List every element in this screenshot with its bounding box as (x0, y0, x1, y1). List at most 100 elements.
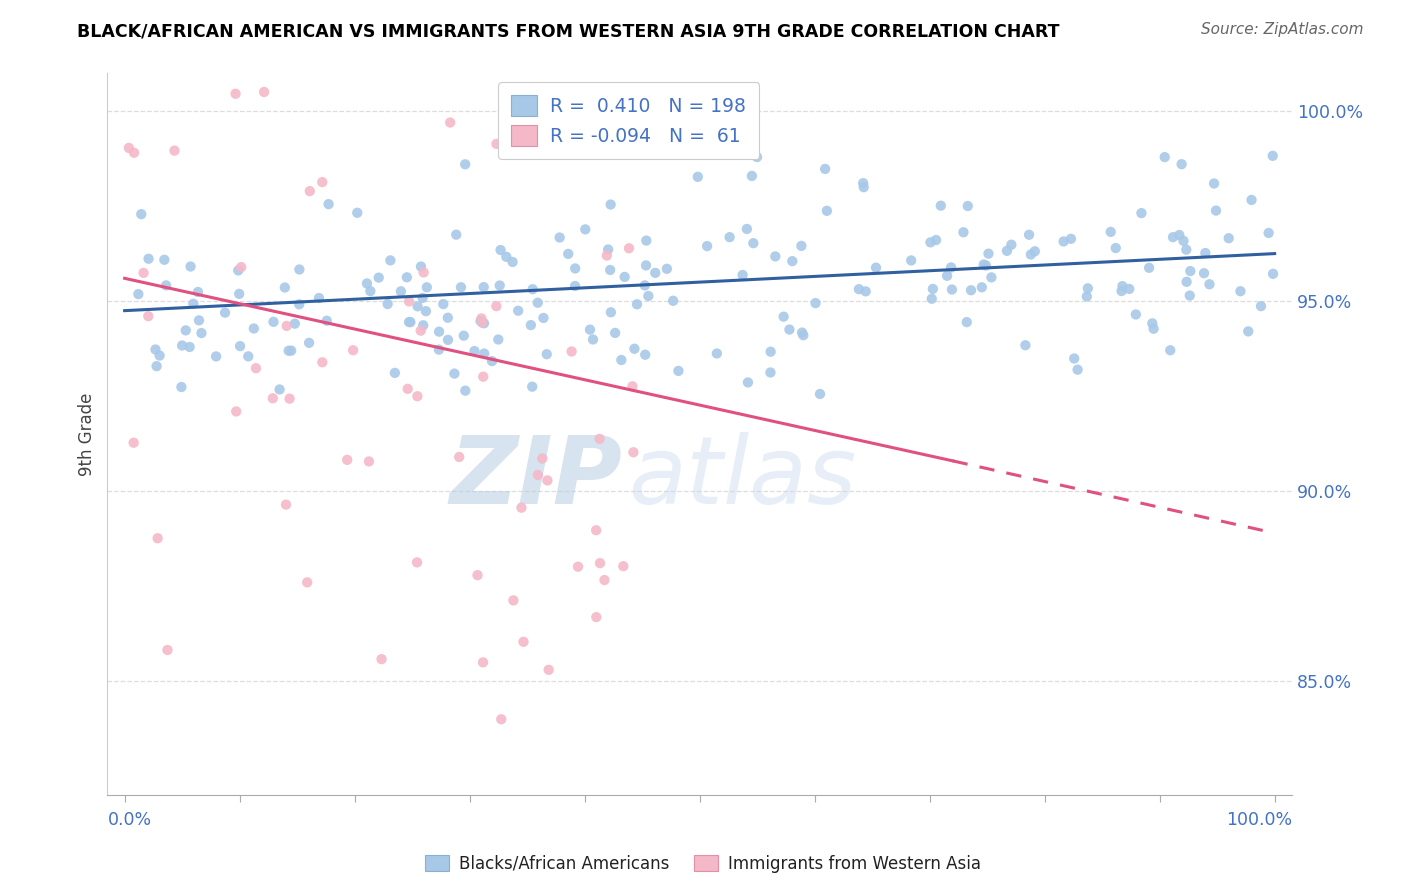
Point (472, 316, 495, 330)
Point (398, 294, 420, 309)
Point (742, 236, 765, 251)
Legend: R =  0.410   N = 198, R = -0.094   N =  61: R = 0.410 N = 198, R = -0.094 N = 61 (498, 82, 759, 159)
Point (225, 87, 247, 101)
Point (925, 233, 948, 247)
Point (610, 353, 633, 368)
Point (599, 263, 621, 277)
Point (1175, 275, 1198, 289)
Point (735, 222, 758, 236)
Point (623, 445, 645, 459)
Point (1153, 150, 1175, 164)
Point (129, 207, 152, 221)
Point (284, 317, 307, 331)
Point (205, 350, 228, 364)
Point (956, 315, 979, 329)
Point (900, 253, 922, 268)
Point (155, 278, 177, 293)
Point (636, 234, 658, 248)
Point (280, 343, 302, 358)
Point (1168, 227, 1191, 242)
Point (398, 315, 420, 329)
Point (415, 304, 437, 318)
Point (623, 342, 645, 356)
Point (336, 453, 359, 467)
Point (1019, 247, 1042, 261)
Point (634, 278, 657, 293)
Point (146, 531, 169, 545)
Point (399, 315, 422, 329)
Point (122, 145, 145, 160)
Point (536, 347, 558, 361)
Point (214, 305, 236, 319)
Point (308, 291, 330, 305)
Point (778, 322, 800, 336)
Point (179, 340, 201, 354)
Point (564, 279, 586, 293)
Point (952, 225, 974, 239)
Point (295, 575, 318, 590)
Point (1229, 284, 1251, 298)
Point (276, 318, 298, 333)
Point (533, 310, 555, 325)
Point (599, 305, 621, 319)
Point (243, 321, 266, 335)
Point (644, 266, 666, 280)
Point (974, 259, 997, 273)
Point (342, 343, 364, 358)
Point (852, 176, 875, 190)
Point (596, 249, 619, 263)
Point (278, 392, 301, 406)
Point (599, 197, 621, 211)
Point (920, 235, 942, 250)
Point (995, 244, 1018, 258)
Point (759, 366, 782, 380)
Point (508, 303, 530, 318)
Point (1178, 288, 1201, 302)
Point (346, 206, 368, 220)
Point (489, 243, 512, 257)
Point (520, 318, 543, 332)
Point (395, 270, 418, 285)
Point (409, 324, 432, 338)
Point (439, 115, 461, 129)
Point (432, 297, 454, 311)
Point (1202, 177, 1225, 191)
Point (1014, 338, 1036, 352)
Point (598, 243, 620, 257)
Point (409, 260, 432, 274)
Point (180, 260, 202, 274)
Point (454, 157, 477, 171)
Point (359, 284, 381, 298)
Point (668, 364, 690, 378)
Point (977, 246, 1000, 260)
Point (1142, 322, 1164, 336)
Point (370, 652, 392, 666)
Point (593, 573, 616, 587)
Point (298, 184, 321, 198)
Point (1170, 157, 1192, 171)
Point (450, 280, 472, 294)
Point (585, 610, 607, 624)
Point (634, 348, 657, 362)
Point (696, 239, 718, 253)
Text: 0.0%: 0.0% (107, 811, 152, 829)
Point (1198, 277, 1220, 292)
Point (315, 314, 337, 328)
Point (181, 297, 204, 311)
Point (621, 379, 644, 393)
Point (973, 258, 995, 272)
Point (1111, 284, 1133, 298)
Point (367, 270, 389, 285)
Point (960, 283, 983, 297)
Point (427, 325, 450, 339)
Point (384, 366, 406, 380)
Point (941, 283, 963, 297)
Point (848, 282, 870, 296)
Point (170, 380, 193, 394)
Point (1261, 267, 1284, 281)
Point (510, 500, 533, 515)
Point (929, 199, 952, 213)
Point (1077, 281, 1099, 295)
Point (970, 280, 993, 294)
Point (531, 451, 554, 466)
